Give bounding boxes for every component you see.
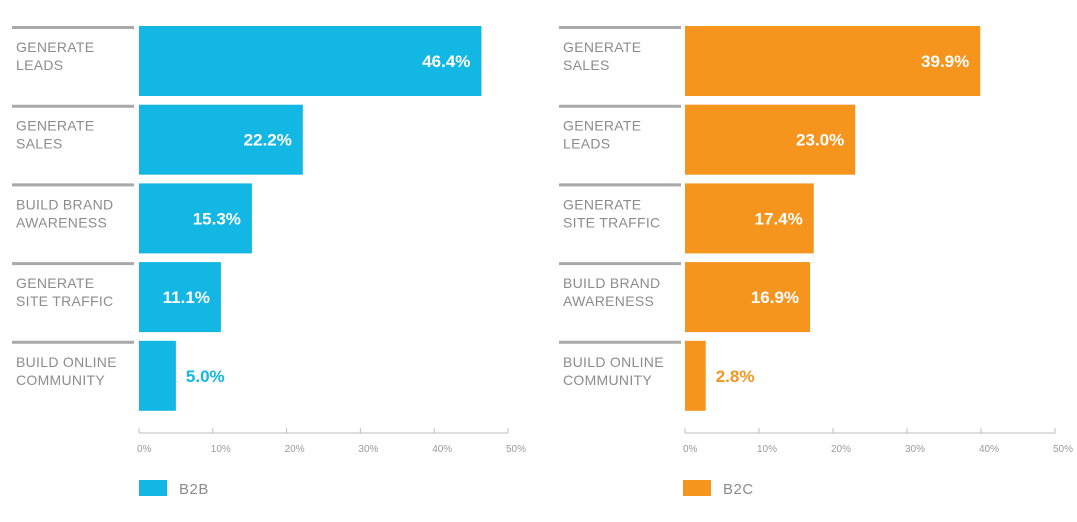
b2c-bar [685,262,811,333]
b2b-category-label: SALES [16,136,63,152]
b2c-legend-swatch [683,480,711,496]
b2b-category-label: LEADS [16,57,63,73]
b2b-x-tick-label: 30% [358,444,378,455]
b2c-x-tick-label: 20% [831,444,851,455]
b2b-x-tick-label: 10% [211,444,231,455]
b2c-category-label: SITE TRAFFIC [563,214,660,230]
b2b-x-tick-label: 40% [432,444,452,455]
b2b-legend-label: B2B [179,481,209,498]
b2b-bar [139,26,482,96]
b2c-x-tick-label: 50% [1053,444,1073,455]
b2b-category-label: GENERATE [16,118,94,134]
b2b-bar [139,340,176,411]
b2c-category-label: COMMUNITY [563,372,652,388]
b2b-bar [139,104,303,175]
b2b-category-label: GENERATE [16,275,94,291]
b2c-value-label: 39.9% [921,52,969,71]
b2c-category-label: AWARENESS [563,293,654,309]
b2c-x-tick-label: 30% [905,444,925,455]
b2b-value-label: 46.4% [422,52,470,71]
b2b-category-label: GENERATE [16,39,94,55]
b2c-category-label: SALES [563,57,610,73]
b2b-category-label: AWARENESS [16,214,107,230]
b2b-category-label: SITE TRAFFIC [16,293,113,309]
b2b-value-label: 5.0% [186,367,225,386]
b2c-x-tick-label: 40% [979,444,999,455]
b2b-category-label: BUILD ONLINE [16,354,117,370]
b2c-bar [685,340,706,411]
b2b-value-label: 15.3% [193,209,241,228]
b2c-legend-label: B2C [723,481,754,498]
b2c-value-label: 23.0% [796,131,844,150]
b2c-value-label: 16.9% [751,288,799,307]
b2c-category-label: BUILD BRAND [563,275,660,291]
b2b-category-label: COMMUNITY [16,372,105,388]
b2b-x-tick-label: 20% [285,444,305,455]
b2b-bar [139,183,252,254]
b2c-bar [685,183,814,254]
b2b-value-label: 11.1% [163,288,210,307]
b2b-x-tick-label: 50% [506,444,526,455]
b2c-bar [685,26,981,96]
b2c-category-label: GENERATE [563,118,641,134]
b2c-x-tick-label: 10% [757,444,777,455]
b2c-x-tick-label: 0% [683,444,698,455]
b2b-x-tick-label: 0% [137,444,152,455]
b2c-value-label: 2.8% [716,367,755,386]
b2c-category-label: LEADS [563,136,610,152]
b2c-category-label: GENERATE [563,39,641,55]
b2b-bar [139,262,221,333]
b2b-legend-swatch [139,480,167,496]
b2c-category-label: GENERATE [563,196,641,212]
b2b-category-label: BUILD BRAND [16,196,113,212]
b2c-value-label: 17.4% [755,209,803,228]
b2c-category-label: BUILD ONLINE [563,354,664,370]
b2c-bar [685,104,856,175]
b2b-value-label: 22.2% [244,131,292,150]
